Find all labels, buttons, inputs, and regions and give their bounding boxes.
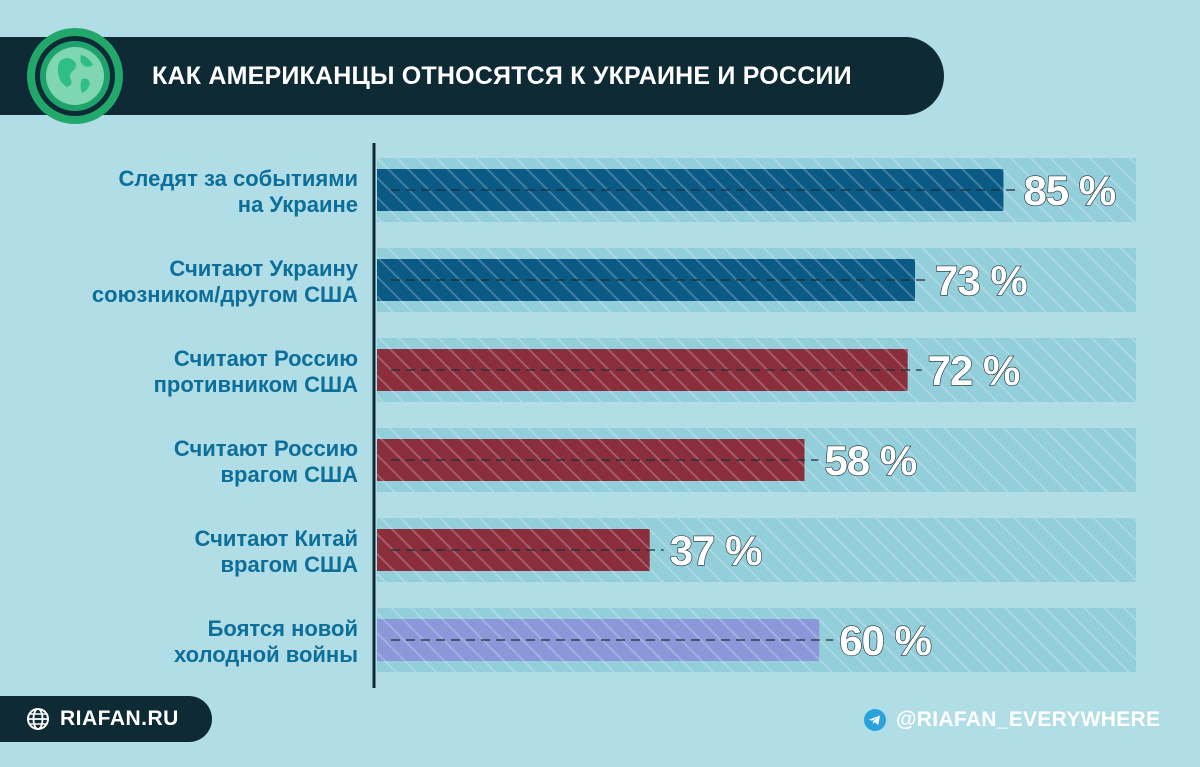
category-label: Считают Россию — [174, 436, 358, 461]
globe-logo-icon — [27, 28, 123, 124]
category-label: Боятся новой — [208, 616, 358, 641]
category-label: противником США — [154, 372, 359, 397]
bar-hatch — [377, 619, 820, 661]
data-label: 85 % — [1023, 167, 1115, 214]
data-label: 37 % — [670, 527, 762, 574]
data-label: 72 % — [928, 347, 1020, 394]
data-label: 60 % — [839, 617, 931, 664]
category-label: Считают Китай — [194, 526, 358, 551]
telegram-icon — [864, 709, 886, 731]
category-label: врагом США — [221, 552, 359, 577]
data-label: 58 % — [824, 437, 916, 484]
category-label: на Украине — [238, 192, 358, 217]
page-title: КАК АМЕРИКАНЦЫ ОТНОСЯТСЯ К УКРАИНЕ И РОС… — [152, 62, 852, 90]
telegram-handle: @RIAFAN_EVERYWHERE — [896, 708, 1161, 731]
category-label: холодной войны — [174, 642, 358, 667]
footer-site-badge: RIAFAN.RU — [0, 696, 212, 742]
category-label: Считают Россию — [174, 346, 358, 371]
globe-icon — [27, 708, 49, 730]
data-label: 73 % — [935, 257, 1027, 304]
header-banner: КАК АМЕРИКАНЦЫ ОТНОСЯТСЯ К УКРАИНЕ И РОС… — [0, 37, 944, 115]
site-name: RIAFAN.RU — [60, 707, 179, 730]
category-label: врагом США — [221, 462, 359, 487]
category-label: союзником/другом США — [92, 282, 358, 307]
category-label: Следят за событиями — [119, 166, 358, 191]
category-label: Считают Украину — [169, 256, 358, 281]
